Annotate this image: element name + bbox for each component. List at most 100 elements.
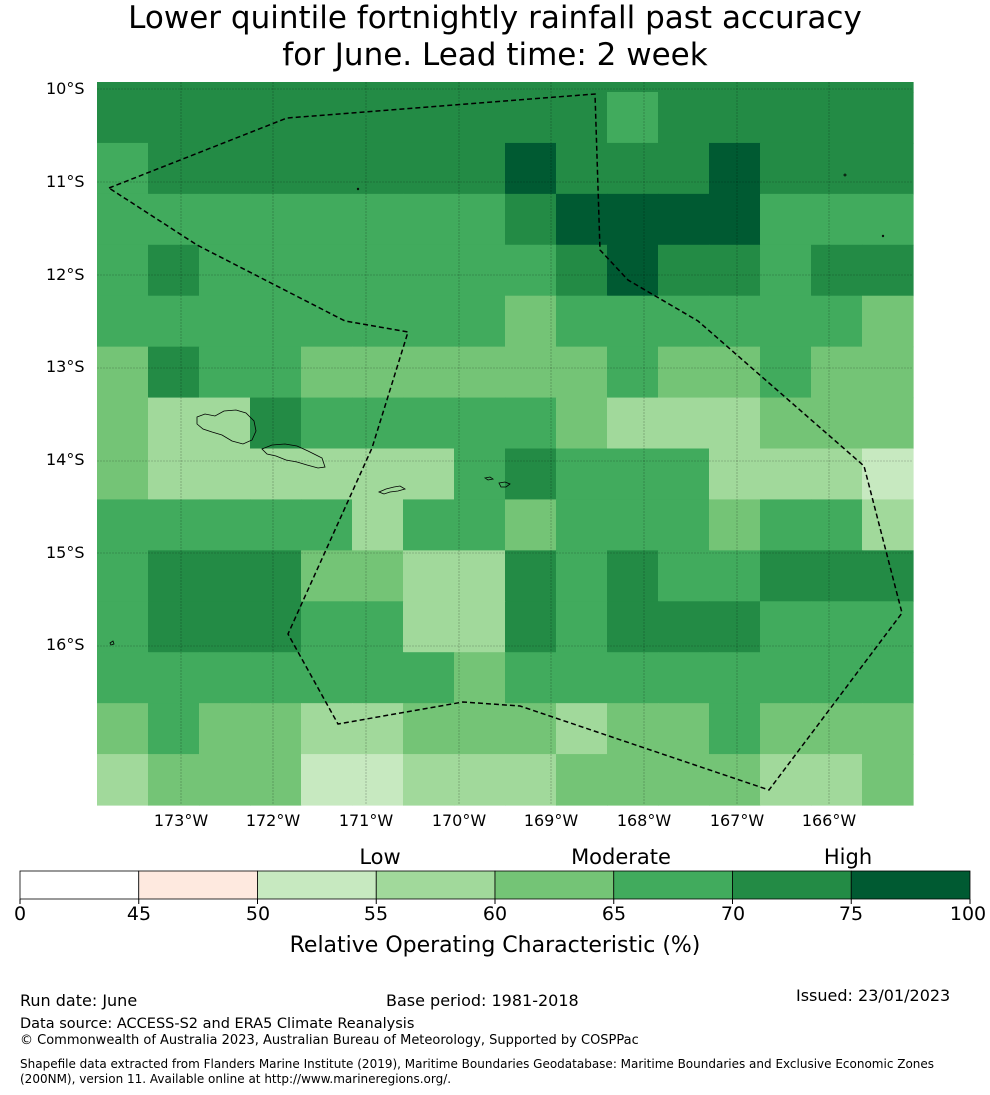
grid-cell — [760, 703, 812, 755]
grid-cell — [148, 142, 200, 195]
cb-tick-45: 45 — [126, 903, 152, 925]
grid-cell — [250, 193, 302, 246]
grid-cell — [658, 448, 710, 501]
grid-cell — [607, 499, 659, 551]
lat-label-14s: 14°S — [46, 450, 85, 469]
grid-cell — [607, 346, 659, 399]
grid-cell — [199, 295, 251, 348]
grid-cell — [97, 601, 149, 653]
grid-cell — [556, 601, 608, 653]
grid-cell — [454, 499, 506, 551]
grid-cell — [454, 652, 506, 704]
grid-cell — [97, 193, 149, 246]
grid-cell — [556, 295, 608, 348]
grid-cell — [454, 346, 506, 399]
grid-cell — [811, 499, 863, 551]
grid-cell — [250, 499, 302, 551]
grid-cell — [811, 193, 863, 246]
grid-cell — [862, 142, 914, 195]
lat-label-13s: 13°S — [46, 357, 85, 376]
grid-cell — [556, 142, 608, 195]
lat-label-10s: 10°S — [46, 79, 85, 98]
grid-cell — [97, 295, 149, 348]
grid-cell — [301, 448, 353, 501]
grid-cell — [811, 346, 863, 399]
cb-tick-70: 70 — [720, 903, 746, 925]
grid-cell — [97, 397, 149, 450]
grid-cell — [199, 601, 251, 653]
grid-cell — [811, 92, 863, 144]
grid-cell — [556, 82, 608, 93]
coastlines — [109, 173, 885, 646]
grid-cell — [352, 550, 404, 602]
cb-tick-65: 65 — [601, 903, 627, 925]
grid-cell — [250, 92, 302, 144]
grid-cell — [403, 244, 455, 297]
grid-cell — [301, 703, 353, 755]
grid-cell — [862, 754, 914, 806]
grid-cell — [709, 652, 761, 704]
grid-cell — [862, 193, 914, 246]
grid-cell — [97, 550, 149, 602]
grid-cell — [658, 397, 710, 450]
grid-cell — [505, 703, 557, 755]
grid-cell — [199, 346, 251, 399]
grid-cell — [403, 652, 455, 704]
tokelau-atoll — [843, 173, 847, 177]
grid-cell — [148, 244, 200, 297]
grid-cell — [862, 550, 914, 602]
grid-cell — [454, 244, 506, 297]
grid-cell — [658, 346, 710, 399]
grid-cell — [505, 754, 557, 806]
grid-cell — [607, 295, 659, 348]
colorbar-segment — [257, 870, 377, 900]
grid-cell — [709, 142, 761, 195]
grid-cell — [403, 754, 455, 806]
category-moderate: Moderate — [571, 845, 671, 869]
lon-label-173w: 173°W — [153, 811, 209, 830]
grid-cell — [811, 295, 863, 348]
grid-cell — [199, 244, 251, 297]
grid-cell — [148, 346, 200, 399]
grid-cell — [352, 652, 404, 704]
grid-cell — [760, 92, 812, 144]
grid-cell — [658, 550, 710, 602]
grid-cell — [403, 550, 455, 602]
grid-cell — [199, 652, 251, 704]
lon-label-169w: 169°W — [523, 811, 579, 830]
grid-cell — [862, 448, 914, 501]
grid-cell — [250, 295, 302, 348]
colorbar-segment — [613, 870, 733, 900]
grid-cell — [199, 499, 251, 551]
map-title: Lower quintile fortnightly rainfall past… — [0, 0, 990, 74]
grid-cell — [505, 397, 557, 450]
grid-cell — [148, 499, 200, 551]
grid-cell — [811, 448, 863, 501]
grid-cell — [403, 397, 455, 450]
grid-cell — [352, 499, 404, 551]
colorbar-segment — [732, 870, 852, 900]
lon-label-168w: 168°W — [616, 811, 672, 830]
grid-cell — [250, 550, 302, 602]
grid-cell — [556, 244, 608, 297]
grid-cell — [454, 82, 506, 93]
grid-cell — [301, 82, 353, 93]
grid-cell — [148, 550, 200, 602]
lon-label-167w: 167°W — [709, 811, 765, 830]
grid-cell — [658, 142, 710, 195]
colorbar-segment — [375, 870, 496, 900]
grid-cell — [97, 448, 149, 501]
grid-cell — [862, 244, 914, 297]
grid-cell — [505, 346, 557, 399]
grid-cell — [607, 244, 659, 297]
grid-cell — [556, 550, 608, 602]
grid-cell — [301, 550, 353, 602]
grid-cell — [760, 244, 812, 297]
grid-cell — [352, 92, 404, 144]
graticule-lines — [97, 82, 913, 805]
grid-cell — [199, 448, 251, 501]
grid-cell — [403, 601, 455, 653]
grid-cell — [301, 499, 353, 551]
lat-label-11s: 11°S — [46, 172, 85, 191]
grid-cell — [811, 397, 863, 450]
